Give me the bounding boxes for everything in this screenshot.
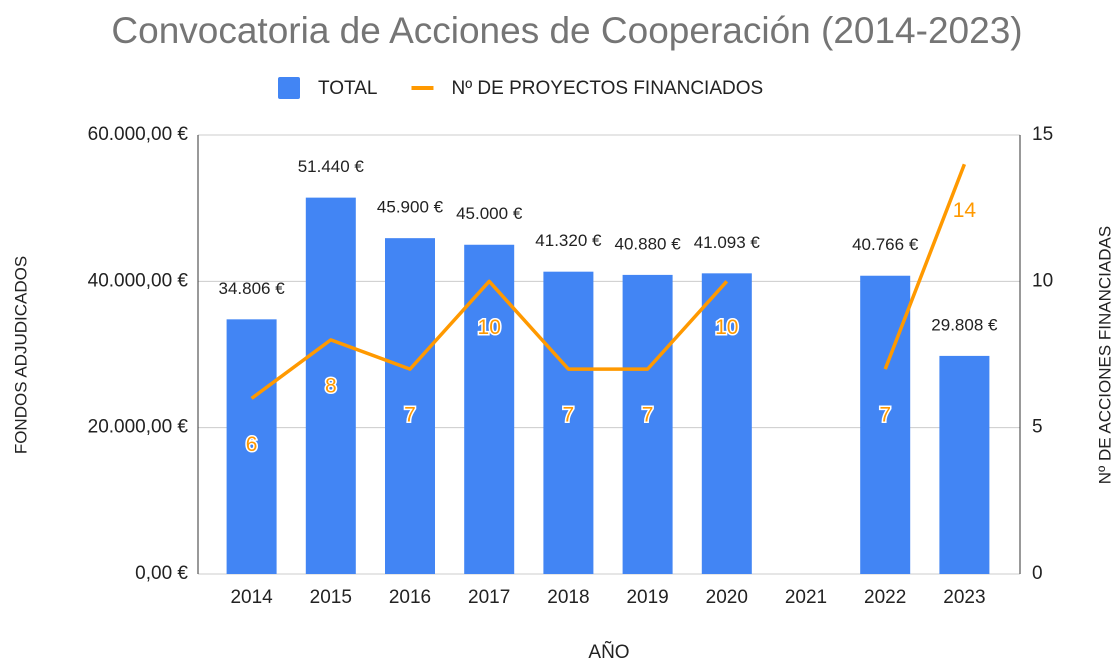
bar — [226, 319, 277, 574]
y2-tick-label: 0 — [1032, 563, 1043, 584]
x-axis-title: AÑO — [588, 641, 629, 663]
bar-value-label: 34.806 € — [219, 279, 286, 298]
x-tick-label: 2018 — [547, 587, 589, 608]
x-tick-label: 2021 — [785, 587, 827, 608]
x-tick-label: 2023 — [943, 587, 985, 608]
y-tick-label: 60.000,00 € — [88, 124, 189, 145]
line-value-label: 10 — [715, 316, 738, 339]
x-tick-label: 2016 — [389, 587, 431, 608]
chart-title: Convocatoria de Acciones de Cooperación … — [111, 10, 1022, 51]
line-value-label: 7 — [642, 404, 654, 427]
bar — [543, 271, 594, 574]
line-value-label: 8 — [325, 374, 337, 397]
legend-label: TOTAL — [318, 78, 377, 99]
bar-value-label: 29.808 € — [931, 315, 998, 334]
x-tick-label: 2017 — [468, 587, 510, 608]
bar-value-label: 51.440 € — [298, 157, 365, 176]
bar-value-label: 41.093 € — [694, 233, 761, 252]
line — [250, 163, 967, 400]
y-axis-title: FONDOS ADJUDICADOS — [11, 256, 30, 454]
bar-value-label: 40.766 € — [852, 235, 919, 254]
line-value-label: 7 — [563, 404, 575, 427]
x-tick-label: 2020 — [706, 587, 748, 608]
y2-axis-title: Nº DE ACCIONES FINANCIADAS — [1095, 226, 1114, 484]
y-tick-label: 20.000,00 € — [88, 417, 189, 438]
legend-swatch — [278, 77, 300, 99]
line-value-label: 7 — [879, 404, 891, 427]
bar-value-label: 45.900 € — [377, 198, 444, 217]
bar — [622, 274, 673, 574]
y2-tick-label: 5 — [1032, 417, 1043, 438]
bar — [305, 197, 356, 574]
y-tick-label: 40.000,00 € — [88, 270, 189, 291]
line-value-label: 6 — [246, 433, 258, 456]
y2-tick-label: 10 — [1032, 270, 1053, 291]
x-tick-label: 2019 — [626, 587, 668, 608]
line-value-label: 10 — [478, 316, 501, 339]
y2-tick-label: 15 — [1032, 124, 1053, 145]
x-tick-label: 2014 — [230, 587, 273, 608]
line-value-label: 7 — [404, 404, 416, 427]
bar — [464, 244, 515, 574]
y-tick-label: 0,00 € — [135, 563, 188, 584]
legend-label: Nº DE PROYECTOS FINANCIADOS — [451, 78, 763, 99]
bar — [939, 355, 990, 574]
bar — [385, 238, 435, 575]
bar-value-label: 45.000 € — [456, 204, 523, 223]
bar-value-label: 40.880 € — [615, 234, 682, 253]
bar-value-label: 41.320 € — [535, 231, 602, 250]
line-value-label: 14 — [953, 199, 977, 222]
x-tick-label: 2022 — [864, 587, 906, 608]
bar — [701, 273, 752, 574]
x-tick-label: 2015 — [310, 587, 352, 608]
